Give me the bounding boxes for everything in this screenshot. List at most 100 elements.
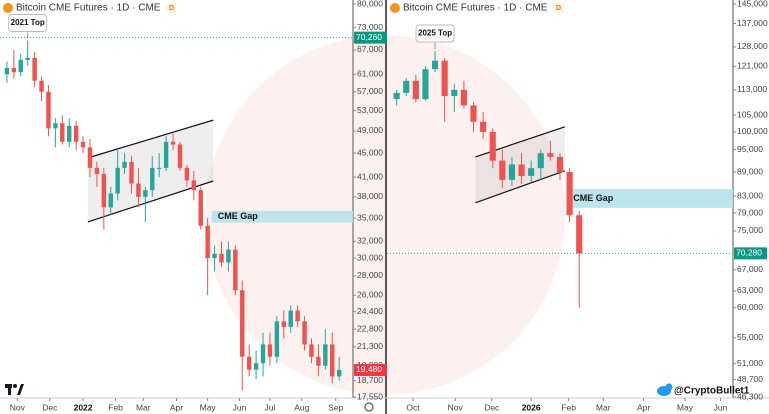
x-tick-label: Dec [42, 402, 58, 412]
candle-body [489, 131, 496, 161]
symbol-icon [390, 3, 400, 13]
watermark-circle [205, 35, 565, 395]
x-tick-label: Nov [448, 402, 464, 412]
price-label-bg [354, 31, 387, 44]
candle-body [451, 89, 458, 96]
candle-body [528, 168, 535, 176]
price-label-bg [734, 247, 767, 260]
y-tick-label: 28,000 [357, 270, 383, 280]
channel-line [475, 170, 566, 204]
y-tick-label: 61,000 [357, 68, 383, 78]
candle-body [94, 167, 100, 175]
candle-body [163, 141, 169, 168]
candle-body [101, 174, 107, 208]
x-tick-label: Aug [294, 402, 309, 412]
y-tick-label: 128,000 [737, 41, 768, 51]
candle-body [302, 321, 307, 345]
candle-body [129, 161, 134, 184]
x-tick-label: Jun [233, 402, 247, 412]
candle-body [246, 356, 252, 370]
y-tick-label: 45,000 [357, 147, 383, 157]
candle-body [46, 91, 51, 129]
y-tick-label: 63,000 [737, 285, 763, 295]
candle-body [274, 321, 280, 357]
candle-body [233, 249, 238, 291]
candle-body [143, 190, 148, 197]
y-tick-label: 26,000 [357, 289, 383, 299]
y-tick-label: 60,000 [737, 302, 763, 312]
candle-body [267, 344, 273, 357]
y-tick-label: 95,000 [737, 144, 763, 154]
candle-body [156, 167, 162, 169]
candle-body [499, 160, 506, 180]
top-label: 2021 Top [11, 18, 45, 27]
channel-line [87, 119, 214, 159]
x-tick-label: Mar [596, 402, 611, 412]
y-tick-label: 73,000 [357, 22, 383, 32]
y-tick-label: 55,000 [737, 332, 763, 342]
y-tick-label: 17,550 [357, 391, 383, 401]
y-tick-label: 38,000 [357, 191, 383, 201]
top-callout [8, 13, 48, 32]
y-tick-label: 22,800 [357, 323, 383, 333]
y-tick-label: 80,000 [357, 0, 383, 8]
candle-body [309, 344, 314, 357]
candle-body [108, 193, 113, 208]
y-tick-label: 113,000 [737, 84, 767, 94]
candle-body [460, 89, 467, 106]
y-tick-label: 30,000 [357, 252, 383, 262]
x-tick-label: Apr [637, 402, 650, 412]
candle-body [556, 156, 564, 173]
candle-body [25, 57, 30, 60]
chart-title: Bitcoin CME Futures · 1D · CME [403, 3, 548, 14]
interval-badge: D [169, 5, 174, 12]
candle-body [537, 153, 544, 169]
settings-icon[interactable] [364, 402, 374, 412]
candle-body [136, 183, 141, 197]
candle-body [177, 144, 183, 168]
candle-body [240, 290, 245, 357]
candle-body [412, 80, 419, 100]
x-tick-label: May [200, 402, 217, 412]
x-tick-label: Mar [136, 402, 151, 412]
top-label: 2025 Top [418, 29, 452, 38]
x-tick-label: 2022 [74, 402, 93, 412]
y-tick-label: 121,000 [737, 61, 768, 71]
candle-body [260, 344, 266, 364]
price-label-bg [354, 363, 387, 376]
y-tick-label: 83,000 [737, 190, 763, 200]
candle-body [576, 215, 583, 254]
y-tick-label: 79,000 [737, 207, 763, 217]
y-tick-label: 48,700 [737, 374, 763, 384]
badge-bg [553, 3, 564, 13]
y-tick-label: 51,000 [737, 358, 763, 368]
y-tick-label: 75,000 [737, 225, 763, 235]
y-tick-label: 100,000 [737, 126, 768, 136]
candle-body [67, 125, 72, 142]
candle-body [403, 80, 410, 93]
candle-body [295, 310, 300, 322]
x-tick-label: Jul [265, 402, 276, 412]
price-label: 19,480 [356, 364, 382, 374]
candle-body [170, 141, 176, 145]
candle-body [39, 80, 44, 92]
cme-gap-label: CME Gap [218, 211, 259, 221]
candle-body [393, 92, 400, 100]
x-tick-label: Apr [170, 402, 183, 412]
y-tick-label: 67,000 [737, 264, 763, 274]
y-tick-label: 89,000 [737, 166, 763, 176]
y-tick-label: 49,000 [357, 125, 383, 135]
candle-body [518, 164, 525, 176]
candle-body [11, 67, 17, 73]
x-tick-label: Sep [328, 402, 343, 412]
cme-gap-zone [211, 210, 353, 223]
candle-body [60, 123, 65, 142]
candle-body [441, 60, 448, 96]
cme-gap-zone [567, 189, 733, 208]
y-tick-label: 145,000 [737, 0, 768, 8]
candle-body [480, 121, 487, 132]
candle-body [115, 167, 120, 194]
twitter-bird [657, 383, 673, 396]
candle-body [122, 161, 127, 168]
